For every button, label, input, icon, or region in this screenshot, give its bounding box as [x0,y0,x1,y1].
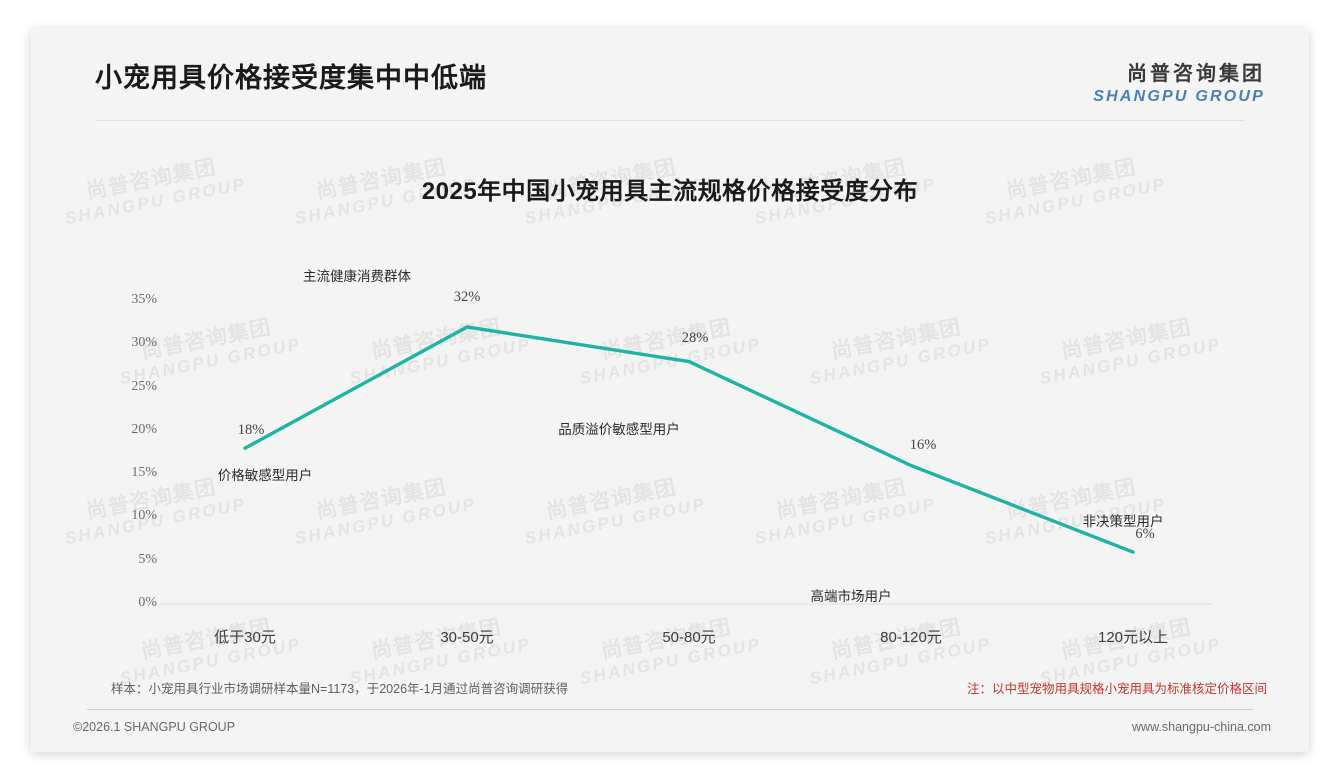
slide-footer: ©2026.1 SHANGPU GROUP www.shangpu-china.… [31,710,1309,752]
notes-row: 样本：小宠用具行业市场调研样本量N=1173，于2026年-1月通过尚普咨询调研… [31,673,1309,710]
data-line [243,325,1135,554]
logo-text-cn: 尚普咨询集团 [1127,63,1265,85]
page-title: 小宠用具价格接受度集中中低端 [95,63,487,93]
footer-url: www.shangpu-china.com [1132,720,1271,734]
sample-note: 样本：小宠用具行业市场调研样本量N=1173，于2026年-1月通过尚普咨询调研… [111,682,569,696]
company-logo: 尚普咨询集团 SHANGPU GROUP [1093,62,1265,106]
data-point-value-label: 32% [453,288,481,305]
y-axis-tick-label: 35% [131,292,157,307]
data-point-value-label: 16% [909,437,937,454]
notes-divider [87,709,1253,710]
footer-copyright: ©2026.1 SHANGPU GROUP [73,720,236,734]
data-point-value-label: 28% [681,329,709,346]
x-axis-tick-label: 120元以上 [1097,629,1169,646]
data-point-annotation: 主流健康消费群体 [303,268,411,284]
y-axis-tick-label: 20% [131,421,157,437]
y-axis-tick-label: 0% [138,595,157,610]
x-axis-tick-label: 50-80元 [662,629,716,646]
data-point-value-label: 6% [1135,526,1155,543]
y-axis-tick-label: 30% [131,335,157,351]
data-point-annotation: 品质溢价敏感型用户 [558,421,680,437]
logo-text-en: SHANGPU GROUP [1093,88,1265,105]
header-divider [95,120,1245,121]
data-point-value-label: 18% [237,422,265,439]
y-axis-tick-label: 5% [138,551,157,567]
remark-note: 注：以中型宠物用具规格小宠用具为标准核定价格区间 [966,682,1267,696]
chart-title: 2025年中国小宠用具主流规格价格接受度分布 [421,178,919,205]
data-point-annotation: 价格敏感型用户 [217,468,313,484]
slide-canvas: 尚普咨询集团 SHANGPU GROUP 尚普咨询集团 SHANGPU GROUP 尚普… [31,28,1309,752]
y-axis-tick-label: 10% [131,508,157,524]
y-axis-tick-label: 25% [131,378,157,394]
data-point-annotation: 高端市场用户 [810,589,892,605]
data-point-annotation: 非决策型用户 [1082,514,1164,530]
line-chart-plot: 35% 30% 25% 20% 15% 10% 5% 0% 低于30元 30-50元 50-80元 8… [31,121,1309,666]
y-axis-tick-label: 15% [131,465,157,481]
chart-svg [161,325,1211,605]
chart-area: 2025年中国小宠用具主流规格价格接受度分布 35% 30% 25% 20% 15% 10… [31,121,1309,666]
x-axis-tick-label: 低于30元 [214,629,276,646]
slide-header: 小宠用具价格接受度集中中低端 尚普咨询集团 SHANGPU GROUP [31,28,1309,121]
x-axis-tick-label: 30-50元 [440,629,494,646]
x-axis-tick-label: 80-120元 [880,629,942,646]
